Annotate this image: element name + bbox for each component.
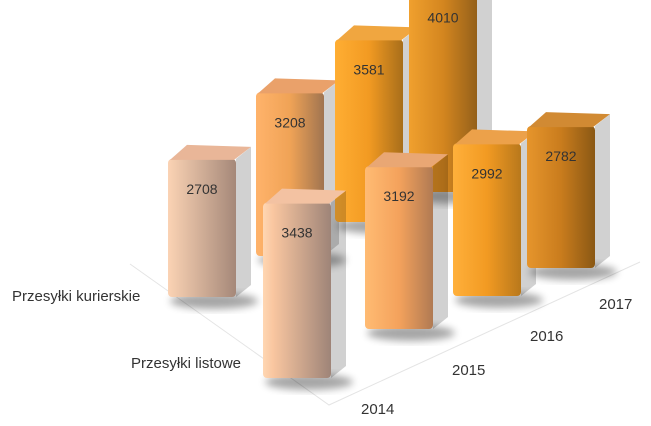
bar-top-face bbox=[258, 78, 339, 94]
bar-value-label: 3192 bbox=[383, 188, 414, 204]
bar-letters-2014: 3438 bbox=[263, 188, 353, 390]
chart-floor bbox=[129, 261, 641, 406]
category-label-2016: 2016 bbox=[530, 328, 563, 345]
bar-value-label: 2782 bbox=[545, 148, 576, 164]
bar-top-face bbox=[170, 144, 251, 160]
bar-side-face bbox=[433, 154, 448, 329]
bar-value-label: 2708 bbox=[186, 181, 217, 197]
bar-couriers-2014: 2708 bbox=[168, 144, 258, 309]
bars-layer: 2708 3208 3581 4010 3438 3192 2992 2782 bbox=[168, 0, 617, 390]
bar-top-face bbox=[265, 188, 346, 204]
bar-side-face bbox=[595, 114, 610, 268]
category-label-2017: 2017 bbox=[599, 296, 632, 313]
bar-front-face bbox=[453, 143, 521, 296]
category-label-2014: 2014 bbox=[361, 401, 394, 418]
bar-letters-2017: 2782 bbox=[527, 112, 617, 280]
bar-top-face bbox=[367, 152, 448, 168]
bar-front-face bbox=[365, 166, 433, 329]
category-label-2015: 2015 bbox=[452, 362, 485, 379]
bar-letters-2015: 3192 bbox=[365, 152, 455, 341]
bar-front-face bbox=[263, 202, 331, 378]
bar-top-face bbox=[337, 25, 418, 41]
bar-side-face bbox=[236, 146, 251, 297]
bar-value-label: 3581 bbox=[353, 61, 384, 77]
series-label-letters: Przesyłki listowe bbox=[131, 355, 241, 372]
bar-value-label: 2992 bbox=[471, 165, 502, 181]
bar-top-face bbox=[455, 129, 536, 145]
bar-front-face bbox=[527, 126, 595, 268]
bar-value-label: 3208 bbox=[274, 114, 305, 130]
bar-value-label: 4010 bbox=[427, 9, 458, 25]
bar-top-face bbox=[529, 112, 610, 128]
bar-letters-2016: 2992 bbox=[453, 129, 543, 308]
series-label-couriers: Przesyłki kurierskie bbox=[12, 288, 140, 305]
bar-side-face bbox=[331, 190, 346, 378]
bar-front-face bbox=[168, 158, 236, 297]
bar-value-label: 3438 bbox=[281, 225, 312, 241]
